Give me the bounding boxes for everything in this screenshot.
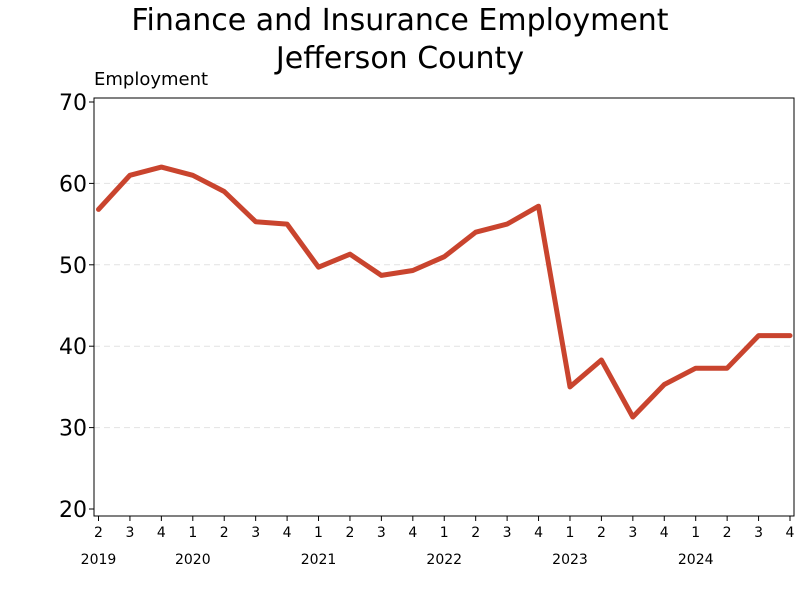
x-tick-label: 3 xyxy=(125,525,134,541)
chart-subtitle: Jefferson County xyxy=(275,41,525,76)
x-tick-label: 2 xyxy=(471,525,480,541)
x-tick-label: 1 xyxy=(691,525,700,541)
x-year-label: 2021 xyxy=(301,552,337,568)
x-tick-label: 4 xyxy=(660,525,669,541)
x-tick-label: 4 xyxy=(283,525,292,541)
x-tick-label: 1 xyxy=(440,525,449,541)
x-tick-label: 1 xyxy=(314,525,323,541)
x-tick-label: 3 xyxy=(251,525,260,541)
x-tick-label: 2 xyxy=(723,525,732,541)
x-year-label: 2024 xyxy=(678,552,714,568)
x-year-label: 2019 xyxy=(81,552,117,568)
y-tick-label: 60 xyxy=(59,172,87,197)
x-tick-label: 2 xyxy=(345,525,354,541)
y-axis-label: Employment xyxy=(94,69,208,90)
x-tick-label: 4 xyxy=(534,525,543,541)
x-year-label: 2022 xyxy=(426,552,462,568)
x-tick-label: 4 xyxy=(786,525,795,541)
y-tick-label: 70 xyxy=(59,91,87,116)
x-year-label: 2023 xyxy=(552,552,588,568)
x-tick-label: 3 xyxy=(377,525,386,541)
y-tick-label: 40 xyxy=(59,335,87,360)
x-tick-label: 3 xyxy=(503,525,512,541)
x-tick-label: 2 xyxy=(220,525,229,541)
x-tick-label: 3 xyxy=(754,525,763,541)
plot-frame xyxy=(93,97,795,517)
x-tick-label: 3 xyxy=(628,525,637,541)
y-tick-label: 30 xyxy=(59,417,87,442)
chart-title-block: Finance and Insurance Employment Jeffers… xyxy=(0,2,800,78)
x-year-label: 2020 xyxy=(175,552,211,568)
chart-title: Finance and Insurance Employment xyxy=(131,3,669,38)
x-tick-label: 1 xyxy=(188,525,197,541)
y-tick-label: 20 xyxy=(59,498,87,523)
x-tick-label: 4 xyxy=(408,525,417,541)
x-tick-label: 4 xyxy=(157,525,166,541)
x-tick-label: 2 xyxy=(597,525,606,541)
x-tick-label: 2 xyxy=(94,525,103,541)
x-tick-label: 1 xyxy=(566,525,575,541)
series-line xyxy=(96,164,793,420)
y-tick-label: 50 xyxy=(59,254,87,279)
